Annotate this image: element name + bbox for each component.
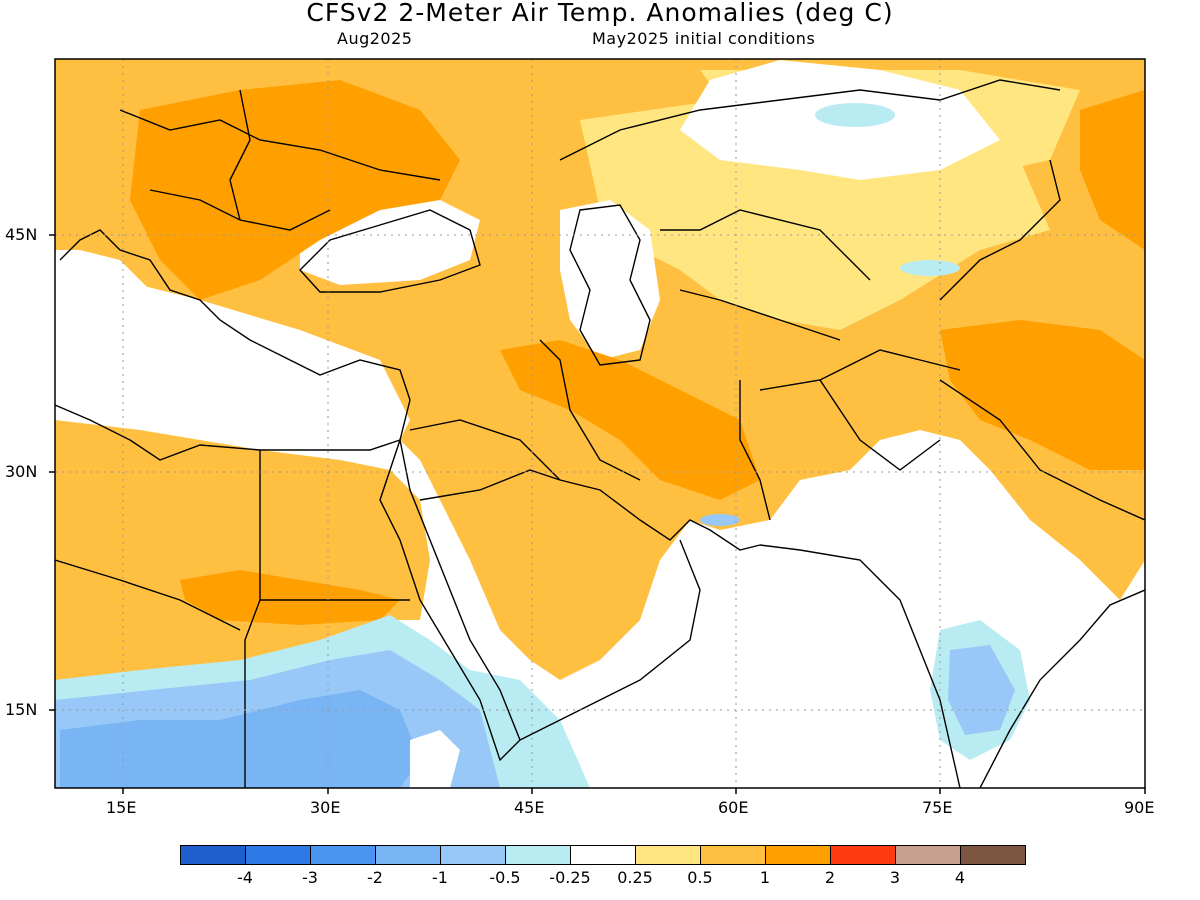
colorbar-cell: [700, 845, 766, 865]
iran-east-border: [739, 380, 771, 521]
colorbar-label: 0.25: [617, 868, 653, 887]
black-sea-coast: [299, 209, 481, 293]
iran-border: [539, 339, 641, 481]
cold-anomaly-ethiopia-white: [410, 730, 460, 788]
colorbar-label: -1: [432, 868, 448, 887]
colorbar-cell: [180, 845, 246, 865]
persian-gulf-coast: [559, 479, 761, 551]
mediterranean-coast: [55, 229, 411, 461]
graticule: [55, 59, 1145, 788]
lon-label-15e: 15E: [106, 798, 137, 817]
central-asia-border-1: [660, 209, 871, 281]
strong-warm-sahara: [180, 570, 400, 625]
middle-east-border-2: [419, 469, 561, 501]
pakistan-border: [819, 379, 941, 471]
colorbar-cell: [310, 845, 376, 865]
colorbar-cell: [375, 845, 441, 865]
afghanistan-border: [759, 349, 961, 391]
colorbar-label: 3: [889, 868, 901, 887]
colorbar-label: -3: [302, 868, 318, 887]
colorbar-label: 4: [954, 868, 966, 887]
strong-warm-central-asia: [1080, 90, 1145, 250]
colorbar-label: 2: [824, 868, 836, 887]
lon-label-30e: 30E: [310, 798, 341, 817]
red-sea-coast: [379, 437, 521, 762]
strong-warm-tibet: [940, 320, 1145, 470]
lat-label-30n: 30N: [5, 462, 38, 481]
colorbar-cell: [960, 845, 1026, 865]
tibet-border: [939, 379, 1145, 521]
central-asia-border-2: [679, 289, 841, 341]
colorbar-cell: [830, 845, 896, 865]
strong-warm-ukraine: [130, 80, 460, 300]
colorbar-label: -4: [237, 868, 253, 887]
colorbar-cell: [765, 845, 831, 865]
africa-border-2: [55, 559, 241, 631]
colorbar-label: 1: [759, 868, 771, 887]
kazakh-china-border: [939, 159, 1061, 301]
colorbar-label: -0.25: [549, 868, 591, 887]
colorbar-cell: [505, 845, 571, 865]
neutral-mediterranean: [55, 280, 410, 445]
colorbar-cell: [440, 845, 506, 865]
europe-border-3: [229, 89, 251, 221]
colorbar-cell: [895, 845, 961, 865]
cold-anomaly-sahel-core: [60, 690, 420, 788]
lat-label-45n: 45N: [5, 225, 38, 244]
russia-border: [559, 79, 1061, 161]
africa-border-1: [244, 450, 261, 788]
cold-patch-kazakhstan: [815, 103, 895, 127]
caspian-coast: [569, 204, 651, 366]
colorbar-label: -2: [367, 868, 383, 887]
lon-label-60e: 60E: [718, 798, 749, 817]
valid-month: Aug2025: [337, 29, 413, 48]
lat-label-15n: 15N: [5, 700, 38, 719]
cold-anomaly-india-core: [948, 645, 1015, 735]
colorbar-cell: [570, 845, 636, 865]
europe-border-1: [119, 109, 441, 181]
map-frame: [54, 58, 1146, 789]
initial-conditions: May2025 initial conditions: [592, 29, 816, 48]
india-coast: [759, 544, 961, 788]
chart-title: CFSv2 2-Meter Air Temp. Anomalies (deg C…: [306, 0, 894, 27]
colorbar-label: -0.5: [489, 868, 521, 887]
axis-ticks: [49, 234, 1146, 794]
coastlines-borders: [55, 79, 1145, 788]
india-east-coast: [979, 589, 1145, 788]
lon-label-90e: 90E: [1124, 798, 1155, 817]
neutral-caspian: [560, 200, 660, 360]
cold-patch-aral: [900, 260, 960, 276]
arabian-coast: [519, 539, 701, 741]
colorbar-cell: [245, 845, 311, 865]
middle-east-border-1: [409, 419, 561, 481]
lon-label-75e: 75E: [922, 798, 953, 817]
colorbar-label: 0.5: [687, 868, 713, 887]
lon-label-45e: 45E: [514, 798, 545, 817]
strong-warm-iran: [500, 340, 760, 500]
cold-patch-gulf: [700, 514, 740, 526]
colorbar-cell: [635, 845, 701, 865]
